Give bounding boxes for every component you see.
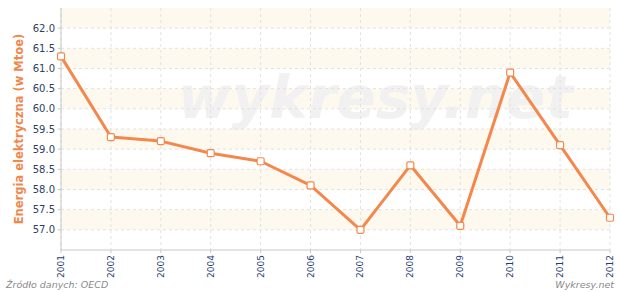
y-tick [58,88,61,89]
grid-line-x [160,8,161,250]
grid-line [61,88,610,89]
x-tick [560,250,561,253]
marker [607,214,614,221]
y-tick [58,108,61,109]
x-tick [360,250,361,253]
grid-line-x [510,8,511,250]
grid-line [61,189,610,190]
chart-container: wykresy.net 57.0 57.5 58.0 58.5 59.0 59.5 60.0 6… [0,0,620,292]
x-tick-label: 2007 [355,255,365,278]
x-tick-label: 2002 [106,255,116,278]
chart-svg: wykresy.net 57.0 57.5 58.0 58.5 59.0 59.5 60.0 6… [0,0,620,292]
y-tick [58,169,61,170]
y-tick-label: 61.0 [33,63,55,74]
grid-line-x [260,8,261,250]
x-tick [210,250,211,253]
grid-line-x [410,8,411,250]
grid-line-x [110,8,111,250]
grid-line-x [460,8,461,250]
credit: Wykresy.net [555,279,615,290]
grid-line-x [210,8,211,250]
marker [457,222,464,229]
grid-line-x [310,8,311,250]
y-tick [58,129,61,130]
y-tick [58,28,61,29]
y-tick [58,68,61,69]
x-tick-label: 2005 [256,255,266,278]
x-tick-label: 2008 [405,255,415,278]
y-tick-label: 59.0 [33,144,55,155]
y-tick-label: 57.0 [33,224,55,235]
x-tick-label: 2004 [206,255,216,278]
marker [58,53,65,60]
y-tick-label: 59.5 [33,124,55,135]
grid-line [61,28,610,29]
plot-group [58,53,614,233]
source: Źródło danych: OECD [5,279,108,290]
marker [357,226,364,233]
watermark: wykresy.net [178,64,576,132]
x-tick-label: 2006 [306,255,316,278]
x-tick [260,250,261,253]
marker [157,138,164,145]
x-axis [61,250,610,251]
x-tick [510,250,511,253]
band [61,8,610,28]
x-tick [160,250,161,253]
y-tick-label: 60.5 [33,83,55,94]
x-tick-label: 2001 [56,255,66,278]
y-tick [58,229,61,230]
grid-line-x [360,8,361,250]
x-tick [310,250,311,253]
marker [207,150,214,157]
grid-line-x [560,8,561,250]
x-tick [610,250,611,253]
y-tick-label: 61.5 [33,43,55,54]
x-tick [460,250,461,253]
y-tick [58,48,61,49]
grid-line [61,48,610,49]
marker [107,134,114,141]
y-tick [58,209,61,210]
grid-line [61,68,610,69]
marker [557,142,564,149]
y-tick-label: 58.0 [33,184,55,195]
grid-line [61,169,610,170]
y-tick [58,149,61,150]
x-tick [110,250,111,253]
y-tick-label: 60.0 [33,103,55,114]
series-line [61,56,610,229]
y-axis-title: Energia elektryczna (w Mtoe) [12,34,26,225]
x-tick-label: 2003 [156,255,166,278]
x-tick [61,250,62,253]
grid-line [61,229,610,230]
grid-line [61,149,610,150]
x-tick-label: 2012 [605,255,615,278]
marker [257,158,264,165]
y-tick [58,189,61,190]
y-tick-label: 58.5 [33,164,55,175]
grid-line [61,129,610,130]
x-tick-label: 2010 [505,255,515,278]
y-tick-label: 62.0 [33,23,55,34]
marker [507,69,514,76]
marker [307,182,314,189]
y-tick-label: 57.5 [33,204,55,215]
x-tick-label: 2009 [455,255,465,278]
marker [407,162,414,169]
x-tick [410,250,411,253]
grid-line [61,108,610,109]
band [61,210,610,230]
band [61,169,610,189]
x-tick-label: 2011 [555,255,565,278]
